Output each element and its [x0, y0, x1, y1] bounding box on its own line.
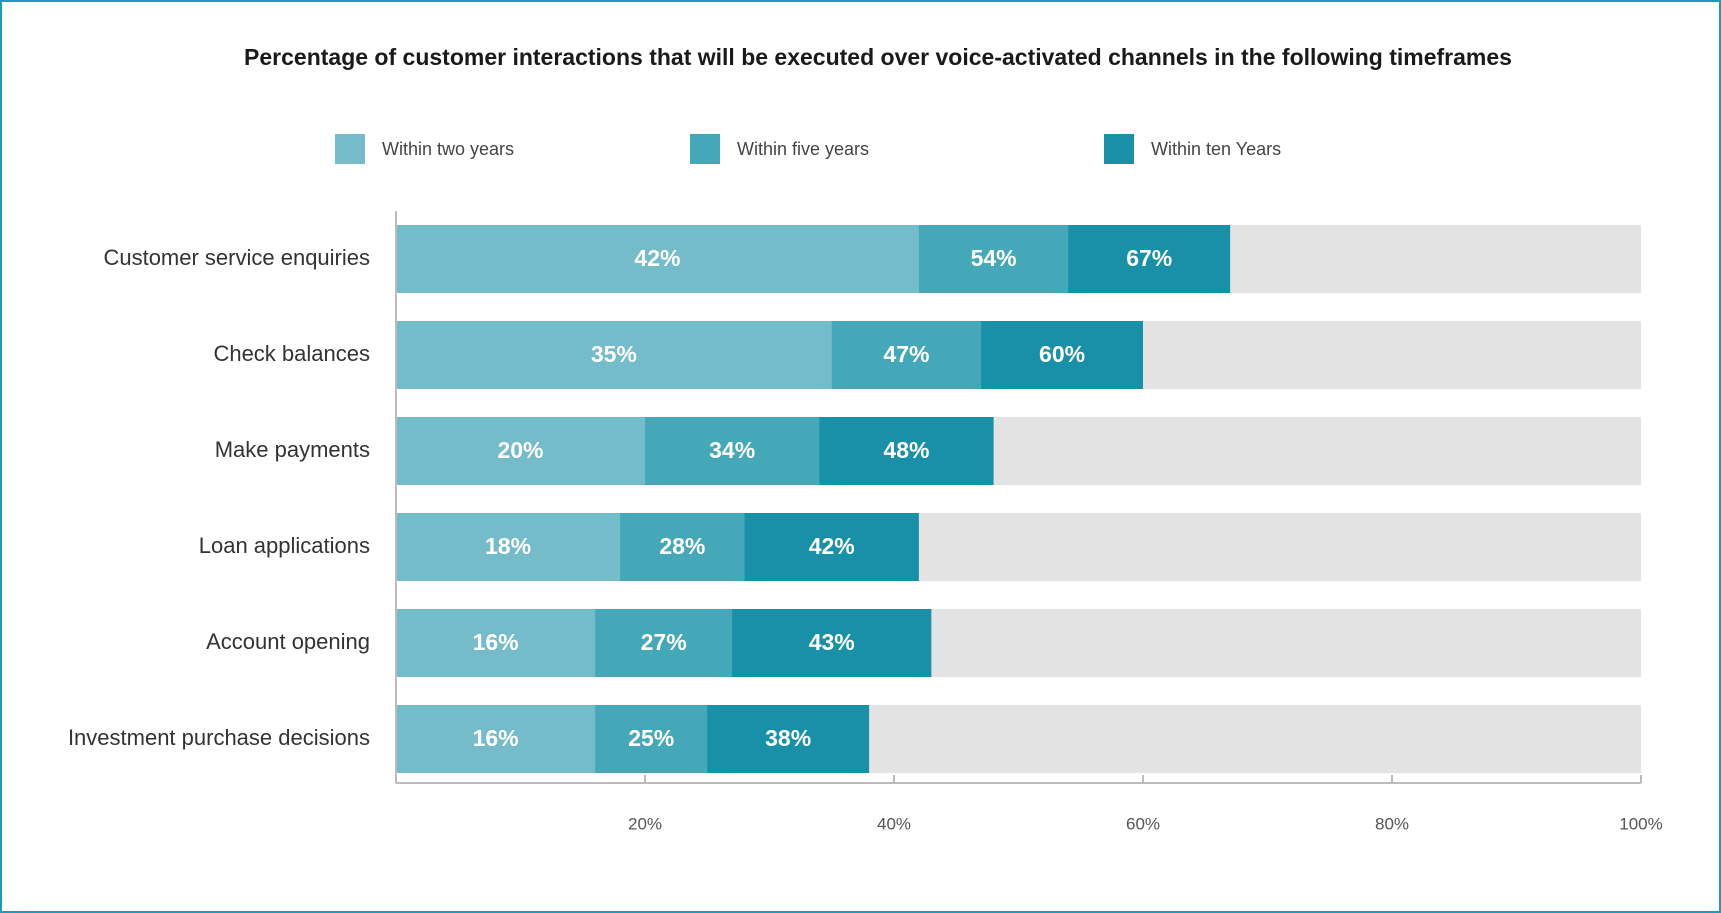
x-tick-label: 40%	[877, 814, 911, 833]
legend-label: Within two years	[382, 139, 514, 159]
bar	[396, 225, 919, 293]
legend-swatch	[690, 134, 720, 164]
data-label: 54%	[971, 245, 1017, 271]
legend-label: Within five years	[737, 139, 869, 159]
data-label: 27%	[641, 629, 687, 655]
data-label: 20%	[497, 437, 543, 463]
bar	[396, 513, 621, 581]
legend-swatch	[335, 134, 365, 164]
bar	[396, 321, 832, 389]
data-label: 16%	[473, 725, 519, 751]
bar	[396, 705, 596, 773]
data-label: 48%	[883, 437, 929, 463]
data-label: 35%	[591, 341, 637, 367]
data-label: 67%	[1126, 245, 1172, 271]
legend-label: Within ten Years	[1151, 139, 1281, 159]
data-label: 60%	[1039, 341, 1085, 367]
bar	[396, 609, 596, 677]
x-tick-label: 20%	[628, 814, 662, 833]
x-tick-label: 60%	[1126, 814, 1160, 833]
data-label: 16%	[473, 629, 519, 655]
y-tick-label: Account opening	[206, 629, 370, 654]
data-label: 34%	[709, 437, 755, 463]
y-tick-label: Make payments	[215, 437, 370, 462]
x-tick-label: 80%	[1375, 814, 1409, 833]
x-tick-label: 100%	[1619, 814, 1662, 833]
data-label: 18%	[485, 533, 531, 559]
data-label: 42%	[634, 245, 680, 271]
y-tick-label: Loan applications	[199, 533, 370, 558]
y-tick-label: Customer service enquiries	[103, 245, 370, 270]
data-label: 47%	[883, 341, 929, 367]
chart-title: Percentage of customer interactions that…	[244, 44, 1512, 70]
data-label: 38%	[765, 725, 811, 751]
bar	[396, 417, 645, 485]
data-label: 42%	[809, 533, 855, 559]
data-label: 28%	[659, 533, 705, 559]
data-label: 25%	[628, 725, 674, 751]
y-tick-label: Check balances	[213, 341, 370, 366]
data-label: 43%	[809, 629, 855, 655]
y-tick-label: Investment purchase decisions	[68, 725, 370, 750]
legend-swatch	[1104, 134, 1134, 164]
